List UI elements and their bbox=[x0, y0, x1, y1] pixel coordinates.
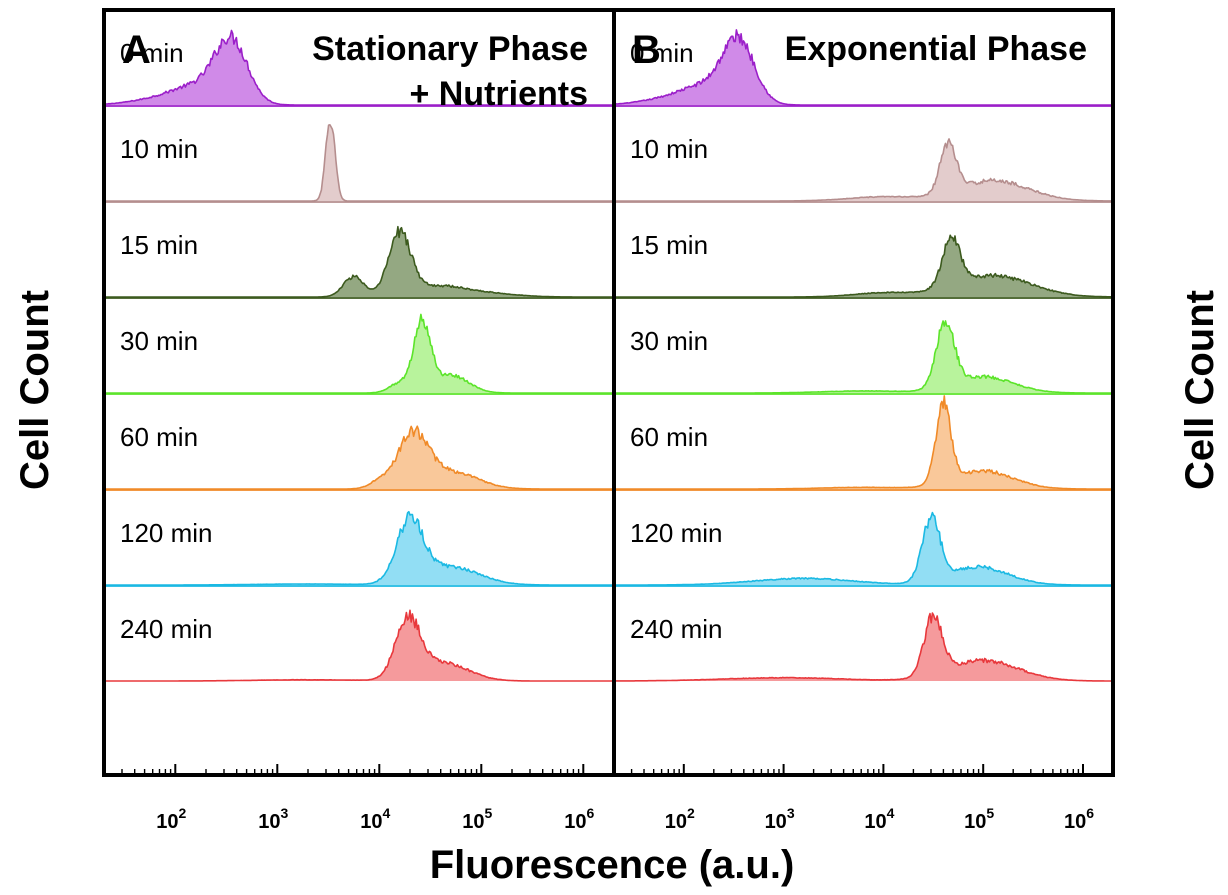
panel-frame bbox=[612, 8, 1115, 777]
histogram-line bbox=[614, 612, 1113, 682]
panel-b: 0 min 10 min 15 min 30 min 60 min 120 min 240 … bbox=[612, 8, 1115, 833]
panel-letter: B bbox=[632, 28, 661, 72]
panels-layer: 0 min 10 min 15 min 30 min 60 min 120 min 240 … bbox=[102, 8, 1115, 833]
histogram-row: 30 min bbox=[104, 313, 614, 395]
x-axis-ticks bbox=[613, 764, 1114, 775]
histogram-row: 120 min bbox=[614, 511, 1113, 587]
histogram-line bbox=[614, 320, 1113, 394]
histogram-line bbox=[104, 425, 614, 490]
histogram-line bbox=[614, 395, 1113, 490]
panel-a: 0 min 10 min 15 min 30 min 60 min 120 min 240 … bbox=[102, 8, 616, 833]
histogram-row: 0 min bbox=[103, 29, 614, 107]
row-label: 240 min bbox=[630, 614, 723, 644]
row-label: 240 min bbox=[120, 614, 213, 644]
histogram-line bbox=[104, 313, 614, 394]
histogram-area bbox=[614, 29, 1113, 105]
histogram-row: 30 min bbox=[614, 320, 1113, 395]
histogram-row: 60 min bbox=[104, 422, 614, 491]
x-tick-label: 102 bbox=[156, 805, 186, 833]
histogram-row: 0 min bbox=[613, 29, 1113, 107]
row-label: 60 min bbox=[120, 422, 198, 452]
histogram-line bbox=[614, 138, 1113, 202]
histogram-row: 240 min bbox=[104, 609, 614, 682]
x-tick-label: 105 bbox=[964, 805, 994, 833]
histogram-row: 240 min bbox=[614, 612, 1113, 682]
x-axis-ticks bbox=[103, 764, 615, 775]
panel-title-line: Stationary Phase bbox=[312, 30, 588, 68]
row-label: 120 min bbox=[630, 518, 723, 548]
row-label: 0 min bbox=[120, 38, 184, 68]
y-axis-label-left: Cell Count bbox=[13, 290, 57, 490]
histogram-line bbox=[613, 29, 1113, 106]
x-tick-label: 102 bbox=[665, 805, 695, 833]
row-label: 60 min bbox=[630, 422, 708, 452]
histogram-area bbox=[614, 138, 1113, 201]
histogram-line bbox=[104, 510, 614, 586]
histogram-line bbox=[104, 225, 614, 298]
histogram-area bbox=[104, 30, 614, 105]
panel-title-line: Exponential Phase bbox=[785, 30, 1087, 68]
row-label: 10 min bbox=[120, 134, 198, 164]
row-label: 15 min bbox=[120, 230, 198, 260]
histogram-line bbox=[104, 124, 614, 202]
x-tick-label: 106 bbox=[564, 805, 594, 833]
row-label: 10 min bbox=[630, 134, 708, 164]
row-label: 30 min bbox=[120, 326, 198, 356]
row-label: 120 min bbox=[120, 518, 213, 548]
histogram-line bbox=[614, 234, 1114, 298]
row-label: 30 min bbox=[630, 326, 708, 356]
panel-letter: A bbox=[122, 28, 151, 72]
x-tick-label: 104 bbox=[360, 805, 390, 833]
histogram-row: 10 min bbox=[104, 124, 614, 203]
histogram-area bbox=[614, 235, 1113, 297]
histogram-line bbox=[103, 29, 614, 106]
histogram-row: 10 min bbox=[614, 134, 1113, 203]
x-tick-label: 105 bbox=[462, 805, 492, 833]
x-tick-label: 103 bbox=[258, 805, 288, 833]
row-label: 0 min bbox=[630, 38, 694, 68]
panel-title-line: + Nutrients bbox=[409, 75, 588, 113]
row-label: 15 min bbox=[630, 230, 708, 260]
y-axis-label-right: Cell Count bbox=[1178, 290, 1222, 490]
histogram-row: 60 min bbox=[614, 395, 1113, 491]
histogram-line bbox=[614, 511, 1113, 586]
histogram-row: 120 min bbox=[104, 510, 614, 587]
x-tick-label: 104 bbox=[864, 805, 894, 833]
x-axis-label: Fluorescence (a.u.) bbox=[430, 843, 795, 887]
histogram-area bbox=[614, 613, 1113, 681]
histogram-area bbox=[104, 226, 614, 297]
histogram-line bbox=[104, 609, 614, 682]
x-tick-label: 106 bbox=[1064, 805, 1094, 833]
histogram-row: 15 min bbox=[104, 225, 614, 299]
x-tick-label: 103 bbox=[765, 805, 795, 833]
histogram-row: 15 min bbox=[614, 230, 1114, 299]
